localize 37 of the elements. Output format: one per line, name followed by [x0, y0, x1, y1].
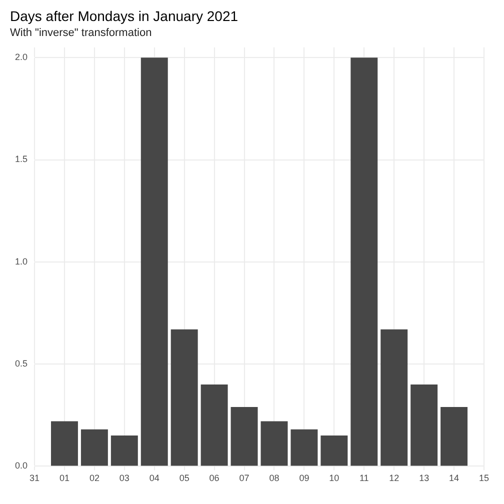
x-tick-label: 07: [239, 473, 250, 484]
y-tick-label: 0.5: [14, 358, 28, 369]
bar: [80, 429, 108, 466]
bar: [140, 58, 168, 466]
x-tick-label: 04: [149, 473, 160, 484]
x-tick-label: 08: [269, 473, 280, 484]
bar: [200, 384, 228, 466]
y-tick-label: 1.5: [14, 154, 28, 164]
bar: [410, 384, 438, 466]
x-tick-label: 05: [179, 473, 190, 484]
bar: [260, 421, 288, 466]
x-tick-label: 15: [478, 473, 490, 484]
bar: [110, 436, 138, 466]
x-tick-label: 01: [59, 473, 70, 484]
x-tick-label: 03: [119, 473, 130, 484]
x-tick-label: 06: [209, 473, 220, 484]
bar: [440, 406, 468, 466]
x-tick-label: 10: [329, 473, 340, 484]
y-tick-label: 1.0: [14, 256, 28, 266]
x-tick-label: 13: [419, 473, 430, 484]
bar: [320, 436, 348, 466]
y-tick-label: 0.0: [14, 460, 28, 471]
bar: [350, 58, 378, 466]
x-tick-label: 02: [89, 473, 100, 484]
x-tick-label: 09: [299, 473, 310, 484]
x-tick-label: 31: [30, 473, 40, 484]
x-tick-label: 11: [359, 473, 369, 484]
x-tick-label: 12: [389, 473, 400, 484]
bar: [230, 406, 258, 466]
bar: [380, 329, 408, 466]
bar: [50, 421, 78, 466]
chart-title: Days after Mondays in January 2021: [9, 8, 240, 24]
bar: [290, 429, 318, 466]
y-tick-label: 2.0: [14, 52, 28, 62]
bar: [170, 329, 198, 466]
x-tick-label: 14: [449, 473, 460, 484]
chart-subtitle: With "inverse" transformation: [9, 27, 153, 39]
